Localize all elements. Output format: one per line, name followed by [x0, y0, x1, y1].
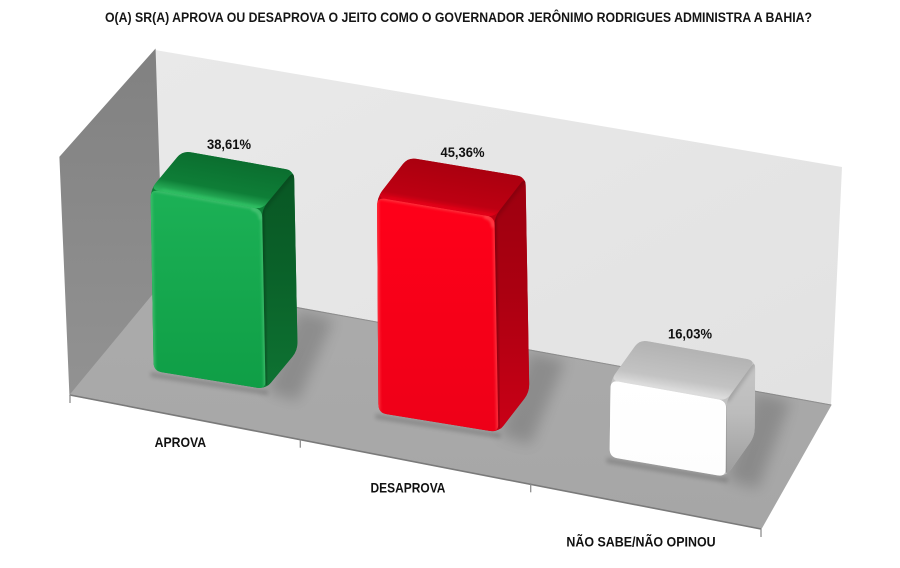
svg-text:O(A) SR(A) APROVA OU DESAPROVA: O(A) SR(A) APROVA OU DESAPROVA O JEITO C…	[105, 10, 812, 25]
svg-text:DESAPROVA: DESAPROVA	[371, 480, 446, 496]
svg-text:45,36%: 45,36%	[441, 144, 486, 160]
svg-text:16,03%: 16,03%	[668, 326, 713, 342]
svg-text:APROVA: APROVA	[155, 434, 207, 450]
svg-text:38,61%: 38,61%	[207, 136, 252, 152]
svg-text:NÃO SABE/NÃO OPINOU: NÃO SABE/NÃO OPINOU	[566, 532, 715, 549]
